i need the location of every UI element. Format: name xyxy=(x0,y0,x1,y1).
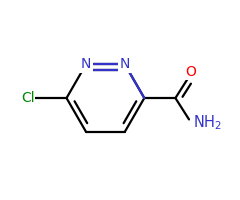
Text: N: N xyxy=(120,57,130,71)
Text: N: N xyxy=(81,57,91,71)
Text: NH$_2$: NH$_2$ xyxy=(193,113,222,132)
Text: O: O xyxy=(186,65,196,79)
Text: Cl: Cl xyxy=(21,91,35,105)
